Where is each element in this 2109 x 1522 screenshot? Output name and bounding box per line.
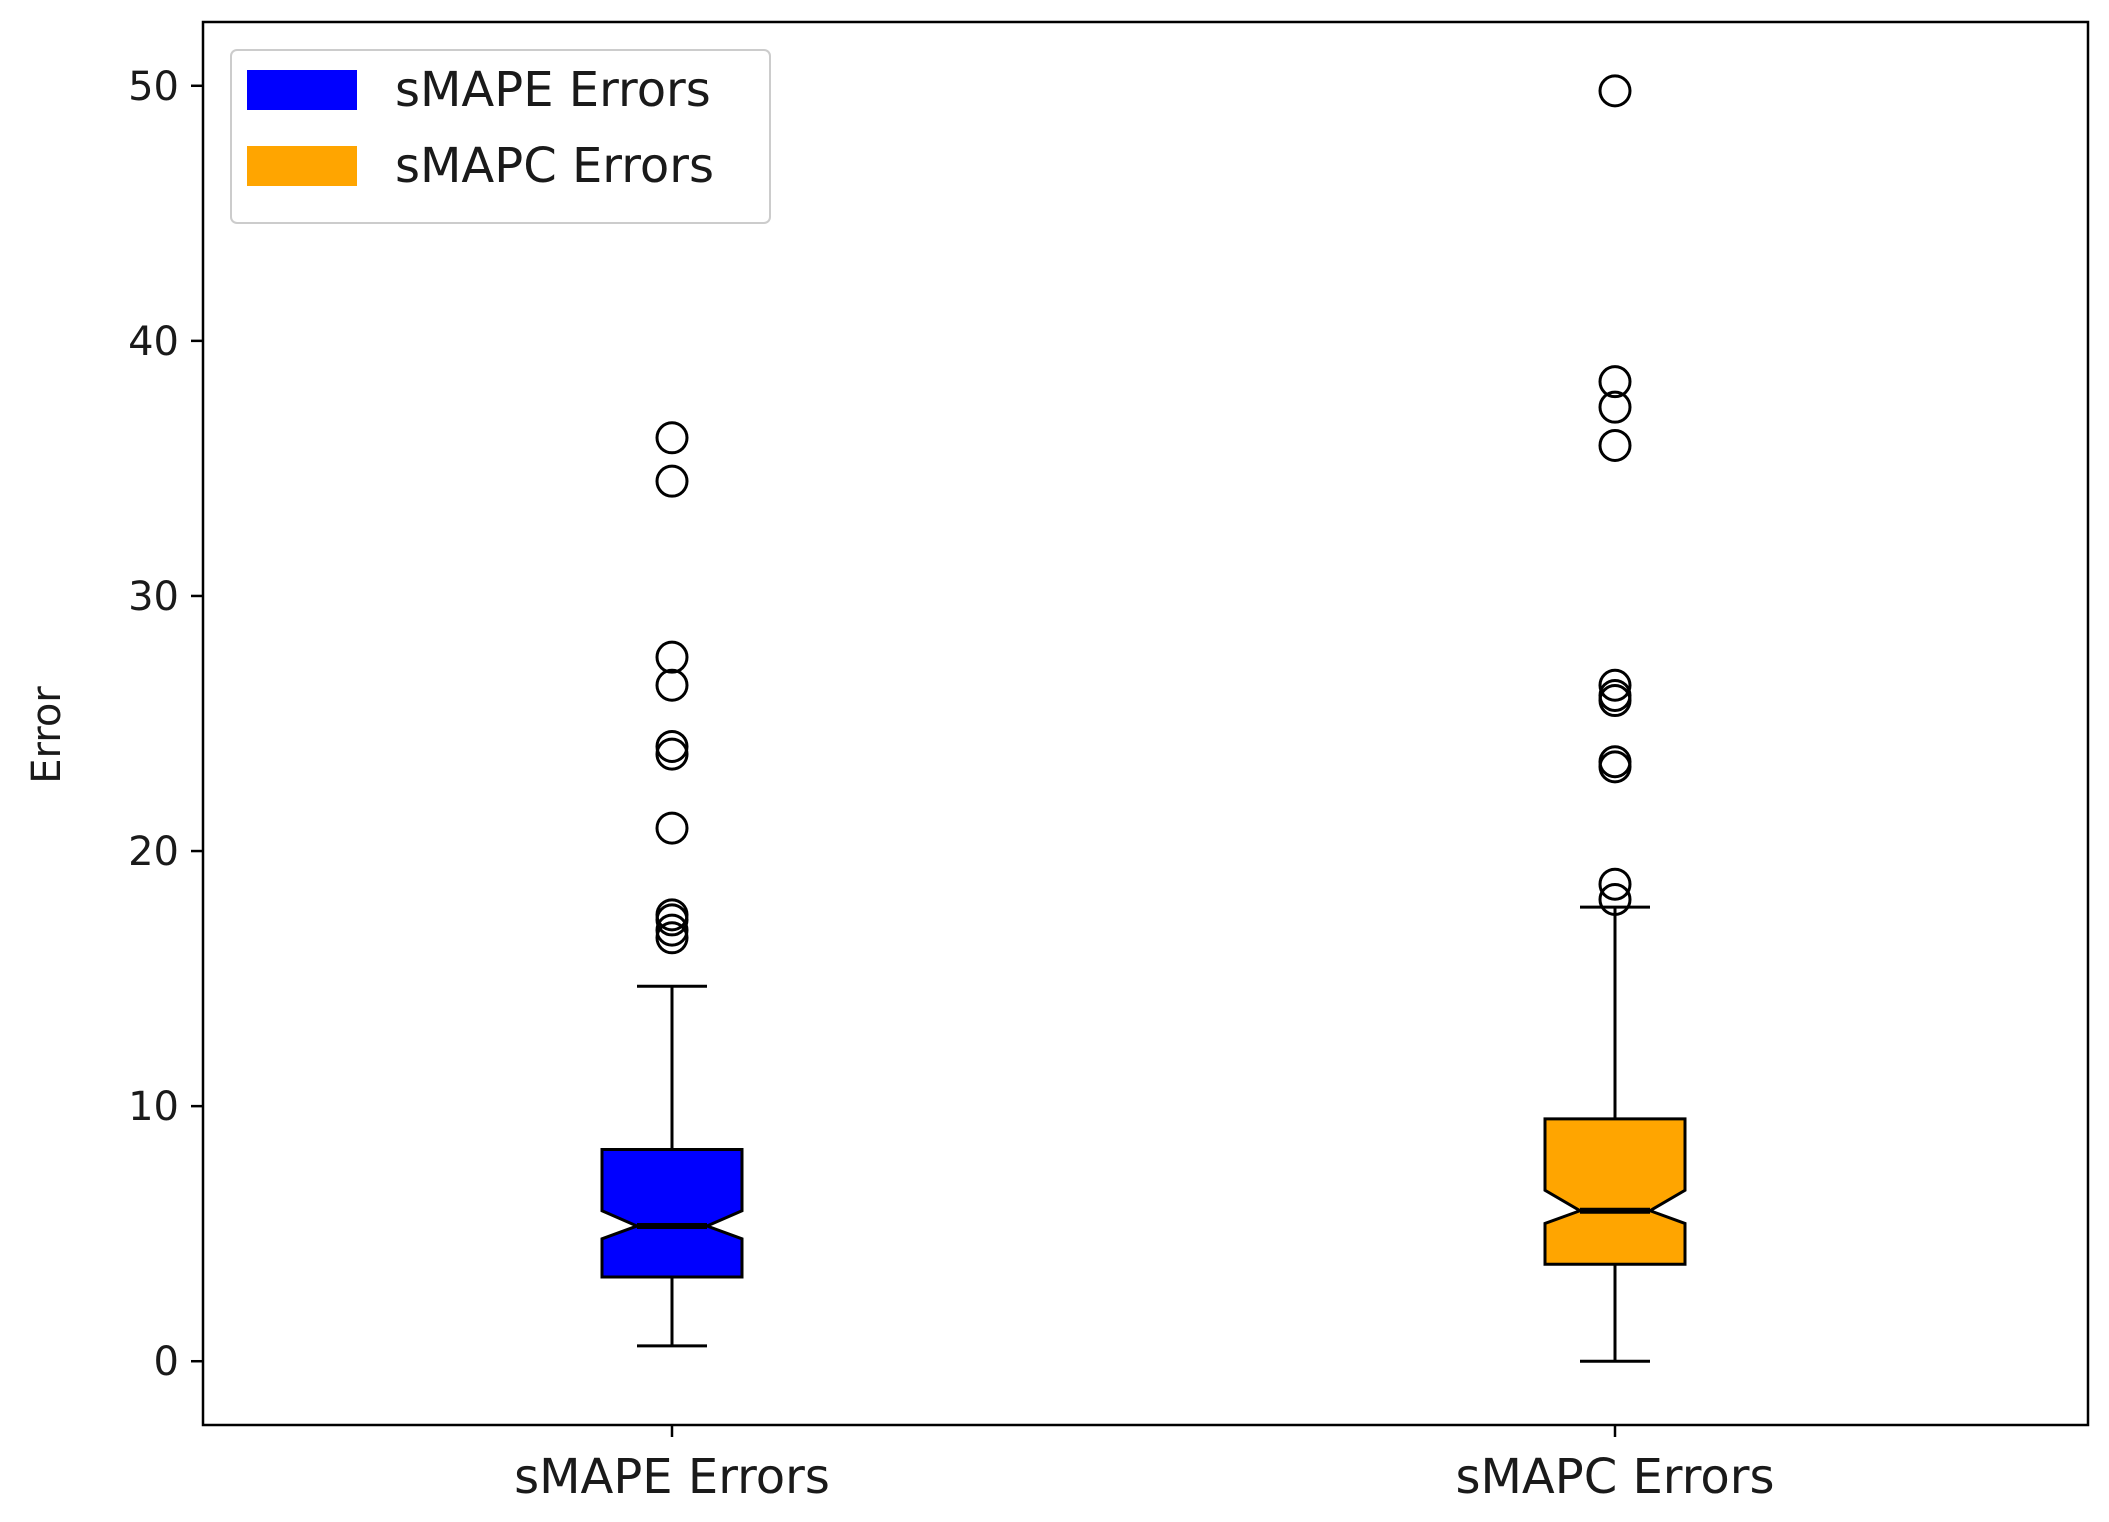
y-tick-label: 30 <box>128 574 179 620</box>
outlier-point <box>1598 428 1632 462</box>
y-tick-label: 10 <box>128 1084 179 1130</box>
x-axis: sMAPE Errors sMAPC Errors <box>514 1425 1774 1505</box>
box-group-1 <box>600 421 744 1348</box>
legend: sMAPE Errors sMAPC Errors <box>230 49 771 224</box>
outlier-point <box>655 729 689 763</box>
outlier-point <box>1598 678 1632 712</box>
legend-swatch-1 <box>247 70 357 110</box>
box-group-2 <box>1543 74 1687 1363</box>
plot-area <box>201 20 2090 1427</box>
y-tick-label: 50 <box>128 64 179 110</box>
y-axis-label: Error <box>24 686 70 784</box>
outlier-point <box>1598 74 1632 108</box>
y-tick-label: 20 <box>128 829 179 875</box>
notched-box <box>1543 1117 1687 1266</box>
x-tick-label: sMAPC Errors <box>1456 1449 1775 1505</box>
outlier-point <box>1598 365 1632 399</box>
outlier-point <box>655 913 689 947</box>
notched-box <box>600 1148 744 1279</box>
legend-label-2: sMAPC Errors <box>395 138 714 194</box>
x-tick-label: sMAPE Errors <box>514 1449 830 1505</box>
legend-label-1: sMAPE Errors <box>395 62 711 118</box>
outlier-point <box>655 737 689 771</box>
y-tick-label: 40 <box>128 319 179 365</box>
outlier-point <box>655 464 689 498</box>
outlier-point <box>655 640 689 674</box>
outlier-point <box>655 921 689 955</box>
outlier-point <box>655 811 689 845</box>
outlier-point <box>655 421 689 455</box>
legend-frame <box>230 49 771 224</box>
outlier-point <box>1598 883 1632 917</box>
outlier-point <box>655 898 689 932</box>
outlier-point <box>1598 390 1632 424</box>
outlier-point <box>1598 668 1632 702</box>
legend-swatch-2 <box>247 146 357 186</box>
outlier-point <box>655 668 689 702</box>
outlier-point <box>1598 745 1632 779</box>
outlier-point <box>1598 867 1632 901</box>
y-tick-label: 0 <box>154 1339 179 1385</box>
plot-frame <box>201 20 2090 1427</box>
y-axis: 0 10 20 30 40 50 <box>128 64 203 1385</box>
